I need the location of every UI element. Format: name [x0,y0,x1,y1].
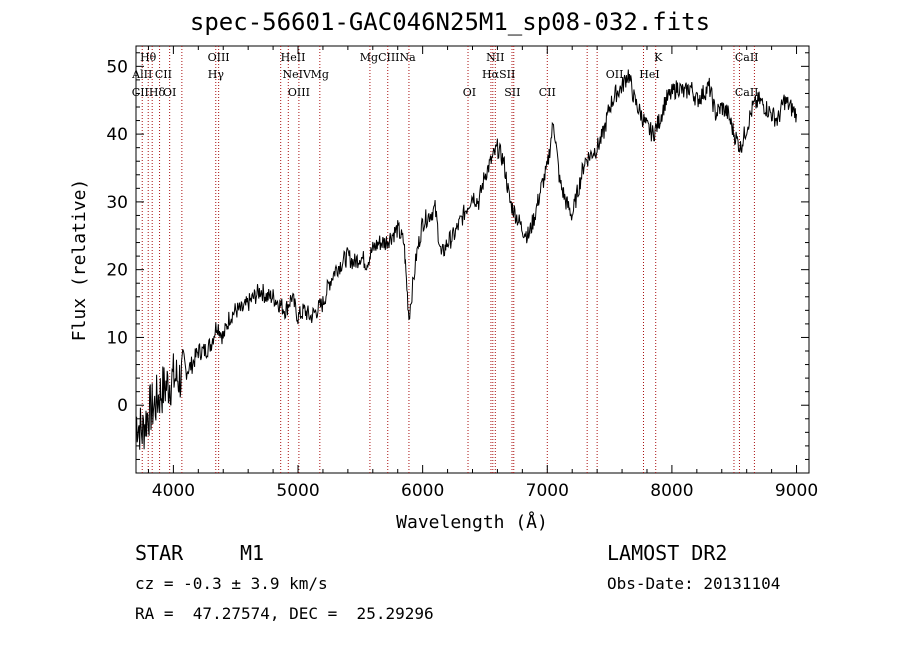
line-label-5: HeII [281,51,306,64]
line-label-17: SII [504,86,520,99]
line-label-0: Hθ [140,51,157,64]
y-axis-ticks: 0 10 20 30 40 50 [106,52,809,460]
line-label-18: CII [539,86,556,99]
line-label-10: HαSII [482,68,515,81]
y-tick-label-2: 20 [106,261,128,281]
x-tick-label-4: 8000 [650,481,693,501]
x-tick-label-3: 7000 [526,481,569,501]
y-axis-label: Flux (relative) [69,179,90,342]
spectrum-line [135,69,797,450]
line-label-3: OIII [208,51,230,64]
chart-title: spec-56601-GAC046N25M1_sp08-032.fits [189,8,711,36]
x-axis-ticks: 4000 5000 6000 7000 8000 9000 [147,46,818,501]
x-tick-label-0: 4000 [152,481,195,501]
survey-name: LAMOST DR2 [607,541,728,565]
redshift-velocity: cz = -0.3 ± 3.9 km/s [135,574,328,593]
x-axis-label: Wavelength (Å) [396,511,548,533]
object-subclass: M1 [240,541,265,565]
line-label-13: CIIHδ [132,86,166,99]
y-tick-label-3: 30 [106,193,128,213]
line-label-4: Hγ [208,68,225,81]
line-label-12: CaII [735,51,759,64]
x-tick-label-5: 9000 [775,481,818,501]
y-tick-label-0: 0 [117,396,128,416]
object-type: STAR [135,541,184,565]
line-label-11: K [654,51,663,64]
line-label-9: NII [486,51,504,64]
line-label-8: MgCIIINa [360,51,416,64]
line-label-21: CaII [735,86,759,99]
line-label-14: OI [163,86,176,99]
x-tick-label-1: 5000 [276,481,319,501]
line-label-19: OII [606,68,624,81]
y-tick-label-4: 40 [106,125,128,145]
line-label-6: NeIV [283,68,312,81]
line-label-16: OI [463,86,476,99]
line-label-15: OIII [288,86,310,99]
x-tick-label-2: 6000 [401,481,444,501]
line-label-1: AlII [131,68,152,81]
y-tick-label-5: 50 [106,57,128,77]
sky-coordinates: RA = 47.27574, DEC = 25.29296 [135,604,434,623]
observation-date: Obs-Date: 20131104 [607,574,781,593]
line-label-7: Mg [311,68,329,81]
line-label-2: CII [155,68,172,81]
line-label-20: HeI [639,68,659,81]
y-tick-label-1: 10 [106,328,128,348]
plot-frame [135,45,810,474]
